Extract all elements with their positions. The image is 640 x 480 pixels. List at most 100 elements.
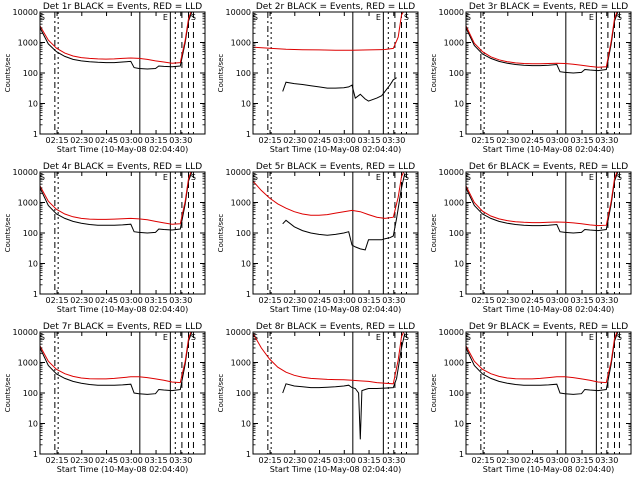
series-line-events xyxy=(282,173,406,251)
series-line-events xyxy=(466,332,619,395)
x-tick-label: 02:45 xyxy=(521,456,544,465)
panel-title: Det 5r BLACK = Events, RED = LLD xyxy=(256,162,415,172)
y-tick-label: 100 xyxy=(449,389,464,398)
plot-frame xyxy=(465,171,632,295)
x-tick-label: 02:45 xyxy=(521,296,544,305)
plot-frame xyxy=(252,11,419,135)
x-axis-label: Start Time (10-May-08 02:04:40) xyxy=(483,145,614,154)
y-tick-label: 100 xyxy=(23,69,38,78)
segment-marker: E xyxy=(376,333,381,342)
x-tick-label: 02:15 xyxy=(46,136,69,145)
x-tick-label: 02:30 xyxy=(70,136,93,145)
y-tick-label: 10 xyxy=(28,100,38,109)
x-tick-label: 03:15 xyxy=(145,456,168,465)
y-tick-label: 1 xyxy=(246,450,251,459)
x-tick-label: 03:00 xyxy=(120,136,143,145)
x-tick-label: 03:30 xyxy=(169,296,192,305)
panel-title: Det 8r BLACK = Events, RED = LLD xyxy=(256,322,415,332)
x-tick-label: 02:30 xyxy=(283,456,306,465)
x-tick-label: 03:00 xyxy=(120,296,143,305)
segment-marker: E xyxy=(589,333,594,342)
y-axis-label: Counts/sec xyxy=(4,214,12,253)
y-tick-label: 10000 xyxy=(13,8,38,17)
y-axis-label: Counts/sec xyxy=(430,54,438,93)
y-tick-label: 1000 xyxy=(444,359,464,368)
x-tick-label: 03:15 xyxy=(571,136,594,145)
panel-det-2: Det 2r BLACK = Events, RED = LLD Counts/s… xyxy=(217,2,419,154)
panel-title: Det 4r BLACK = Events, RED = LLD xyxy=(43,162,202,172)
y-tick-label: 10000 xyxy=(439,8,464,17)
series-line-lld xyxy=(40,172,192,225)
panel-det-8: Det 8r BLACK = Events, RED = LLD Counts/s… xyxy=(217,322,419,474)
y-axis-label: Counts/sec xyxy=(430,214,438,253)
y-axis-label: Counts/sec xyxy=(217,374,225,413)
segment-marker: S xyxy=(466,13,471,22)
y-tick-label: 10000 xyxy=(439,168,464,177)
segment-marker: S xyxy=(191,333,196,342)
y-tick-label: 1 xyxy=(33,130,38,139)
y-tick-label: 1000 xyxy=(18,199,38,208)
y-tick-label: 100 xyxy=(449,69,464,78)
y-tick-label: 10 xyxy=(241,420,251,429)
y-tick-label: 10000 xyxy=(13,168,38,177)
panel-title: Det 7r BLACK = Events, RED = LLD xyxy=(43,322,202,332)
x-tick-label: 02:15 xyxy=(259,296,282,305)
y-tick-label: 1 xyxy=(246,290,251,299)
segment-marker: S xyxy=(253,13,258,22)
y-tick-label: 100 xyxy=(236,389,251,398)
x-tick-label: 03:30 xyxy=(382,296,405,305)
x-tick-label: 02:30 xyxy=(496,456,519,465)
segment-marker: S xyxy=(617,13,622,22)
y-tick-label: 1 xyxy=(459,290,464,299)
y-tick-label: 1000 xyxy=(444,199,464,208)
x-tick-label: 03:15 xyxy=(145,296,168,305)
y-tick-label: 10 xyxy=(454,100,464,109)
x-tick-label: 02:15 xyxy=(46,296,69,305)
x-tick-label: 03:00 xyxy=(120,456,143,465)
series-line-events xyxy=(466,172,619,234)
y-tick-label: 10000 xyxy=(226,8,251,17)
segment-marker: S xyxy=(40,333,45,342)
y-tick-label: 10 xyxy=(28,260,38,269)
x-tick-label: 02:30 xyxy=(496,296,519,305)
panel-det-4: Det 4r BLACK = Events, RED = LLD Counts/s… xyxy=(4,162,206,314)
y-tick-label: 10 xyxy=(28,420,38,429)
y-tick-label: 10 xyxy=(241,260,251,269)
x-tick-label: 03:00 xyxy=(546,456,569,465)
x-tick-label: 02:15 xyxy=(46,456,69,465)
series-line-events xyxy=(40,332,193,395)
panel-det-9: Det 9r BLACK = Events, RED = LLD Counts/s… xyxy=(430,322,632,474)
x-tick-label: 02:30 xyxy=(70,296,93,305)
y-tick-label: 10000 xyxy=(226,328,251,337)
x-tick-label: 02:30 xyxy=(283,136,306,145)
x-tick-label: 02:15 xyxy=(472,456,495,465)
series-line-lld xyxy=(253,172,405,219)
y-axis-label: Counts/sec xyxy=(4,54,12,93)
y-tick-label: 1000 xyxy=(18,359,38,368)
series-line-lld xyxy=(40,12,192,64)
plot-frame xyxy=(252,171,419,295)
x-tick-label: 03:15 xyxy=(571,296,594,305)
segment-marker: S xyxy=(253,173,258,182)
panel-title: Det 1r BLACK = Events, RED = LLD xyxy=(43,2,202,12)
x-axis-label: Start Time (10-May-08 02:04:40) xyxy=(483,465,614,474)
y-tick-label: 100 xyxy=(23,389,38,398)
segment-marker: E xyxy=(163,13,168,22)
series-line-lld xyxy=(253,332,405,385)
y-tick-label: 10000 xyxy=(13,328,38,337)
y-axis-label: Counts/sec xyxy=(217,54,225,93)
x-tick-label: 02:15 xyxy=(259,136,282,145)
y-tick-label: 1000 xyxy=(444,39,464,48)
panel-det-1: Det 1r BLACK = Events, RED = LLD Counts/s… xyxy=(4,2,206,154)
series-line-lld xyxy=(253,12,404,51)
segment-marker: E xyxy=(589,13,594,22)
y-tick-label: 1 xyxy=(459,130,464,139)
plot-frame xyxy=(39,171,206,295)
y-tick-label: 10000 xyxy=(226,168,251,177)
segment-marker: S xyxy=(466,173,471,182)
y-tick-label: 100 xyxy=(236,69,251,78)
panel-title: Det 2r BLACK = Events, RED = LLD xyxy=(256,2,415,12)
y-tick-label: 1000 xyxy=(231,359,251,368)
x-tick-label: 02:45 xyxy=(95,136,118,145)
x-tick-label: 03:30 xyxy=(169,456,192,465)
